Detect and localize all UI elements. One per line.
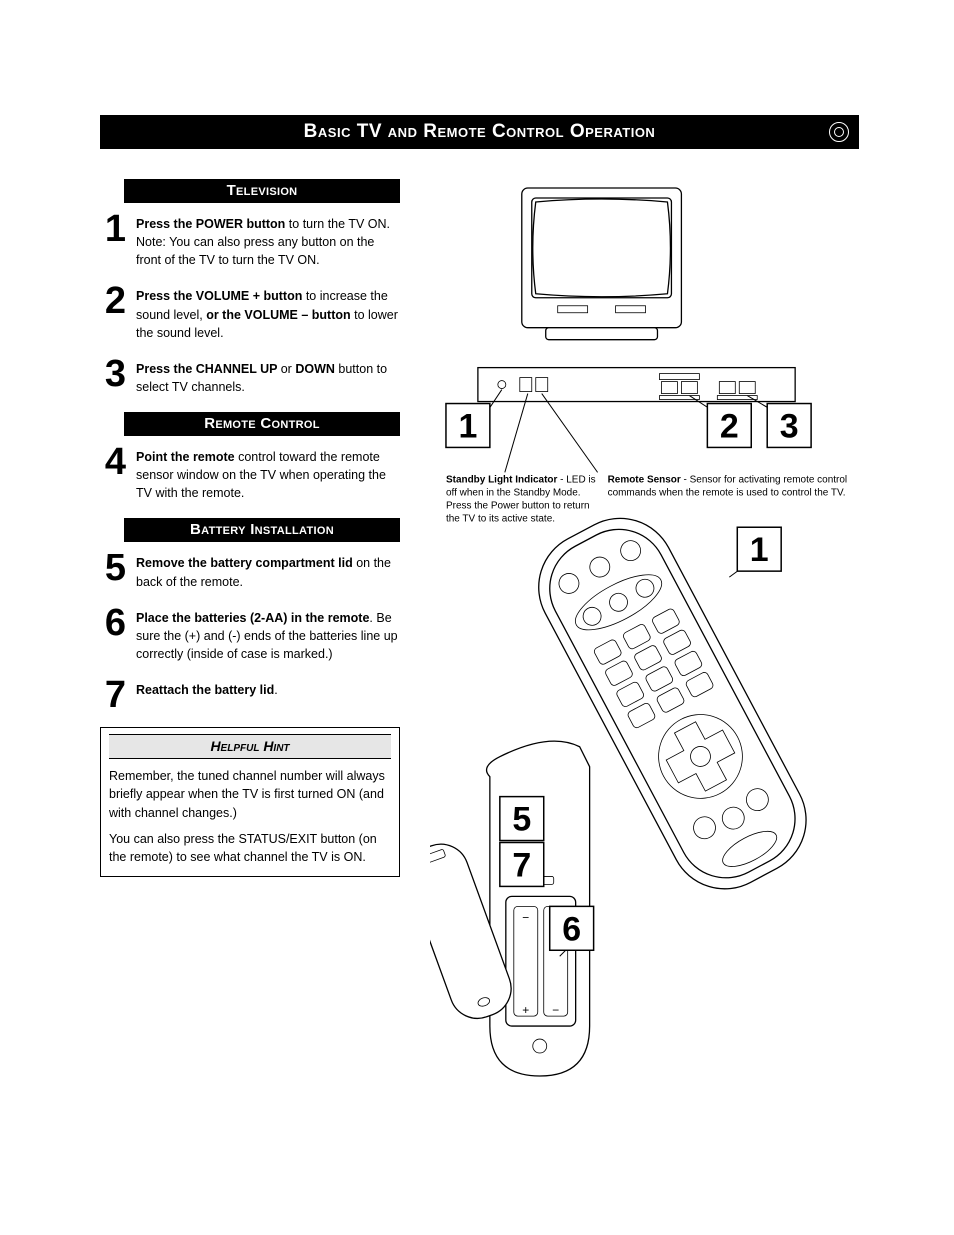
hint-heading: Helpful Hint — [109, 734, 391, 759]
step-1: 1 Press the POWER button to turn the TV … — [100, 213, 400, 269]
section-remote: Remote Control — [124, 412, 400, 436]
step-number: 7 — [100, 679, 126, 711]
hint-box: Helpful Hint Remember, the tuned channel… — [100, 727, 400, 877]
step-6: 6 Place the batteries (2-AA) in the remo… — [100, 607, 400, 663]
svg-text:6: 6 — [562, 910, 581, 948]
step-5: 5 Remove the battery compartment lid on … — [100, 552, 400, 590]
step-number: 2 — [100, 285, 126, 341]
svg-text:2: 2 — [720, 407, 739, 445]
step-number: 4 — [100, 446, 126, 502]
page-title: Basic TV and Remote Control Operation — [304, 121, 656, 142]
svg-text:+: + — [522, 1003, 529, 1017]
brand-icon — [829, 122, 849, 142]
callout-6: 6 — [550, 906, 594, 950]
step-body: Press the VOLUME + button to increase th… — [136, 285, 400, 341]
svg-text:−: − — [552, 1003, 559, 1017]
step-3: 3 Press the CHANNEL UP or DOWN button to… — [100, 358, 400, 396]
svg-text:−: − — [522, 910, 529, 924]
content-columns: Television 1 Press the POWER button to t… — [100, 177, 859, 1092]
hint-p1: Remember, the tuned channel number will … — [109, 767, 391, 821]
svg-text:1: 1 — [458, 407, 477, 445]
callout-r1: 1 — [737, 527, 781, 571]
callout-7: 7 — [500, 843, 544, 887]
callout-5: 5 — [500, 797, 544, 841]
step-number: 6 — [100, 607, 126, 663]
section-television: Television — [124, 179, 400, 203]
step-body: Point the remote control toward the remo… — [136, 446, 400, 502]
svg-text:3: 3 — [780, 407, 799, 445]
step-number: 5 — [100, 552, 126, 590]
callout-1: 1 — [446, 404, 490, 448]
svg-text:7: 7 — [512, 846, 531, 884]
step-body: Press the POWER button to turn the TV ON… — [136, 213, 400, 269]
step-2: 2 Press the VOLUME + button to increase … — [100, 285, 400, 341]
page-title-bar: Basic TV and Remote Control Operation — [100, 115, 859, 149]
step-7: 7 Reattach the battery lid. — [100, 679, 400, 711]
tv-drawing — [522, 188, 682, 340]
svg-text:1: 1 — [750, 531, 769, 569]
step-body: Press the CHANNEL UP or DOWN button to s… — [136, 358, 400, 396]
callout-3: 3 — [767, 404, 811, 448]
hint-p2: You can also press the STATUS/EXIT butto… — [109, 830, 391, 866]
left-column: Television 1 Press the POWER button to t… — [100, 177, 400, 1092]
callout-2: 2 — [707, 404, 751, 448]
section-battery: Battery Installation — [124, 518, 400, 542]
step-body: Place the batteries (2-AA) in the remote… — [136, 607, 400, 663]
diagram-svg: 1 2 3 Standby Light Indicator - LED is o… — [430, 177, 859, 1087]
step-body: Reattach the battery lid. — [136, 679, 278, 711]
svg-text:5: 5 — [512, 801, 531, 839]
right-column: 1 2 3 Standby Light Indicator - LED is o… — [430, 177, 859, 1092]
step-4: 4 Point the remote control toward the re… — [100, 446, 400, 502]
step-number: 3 — [100, 358, 126, 396]
step-number: 1 — [100, 213, 126, 269]
step-body: Remove the battery compartment lid on th… — [136, 552, 400, 590]
sensor-label: Remote Sensor - Sensor for activating re… — [608, 473, 857, 523]
